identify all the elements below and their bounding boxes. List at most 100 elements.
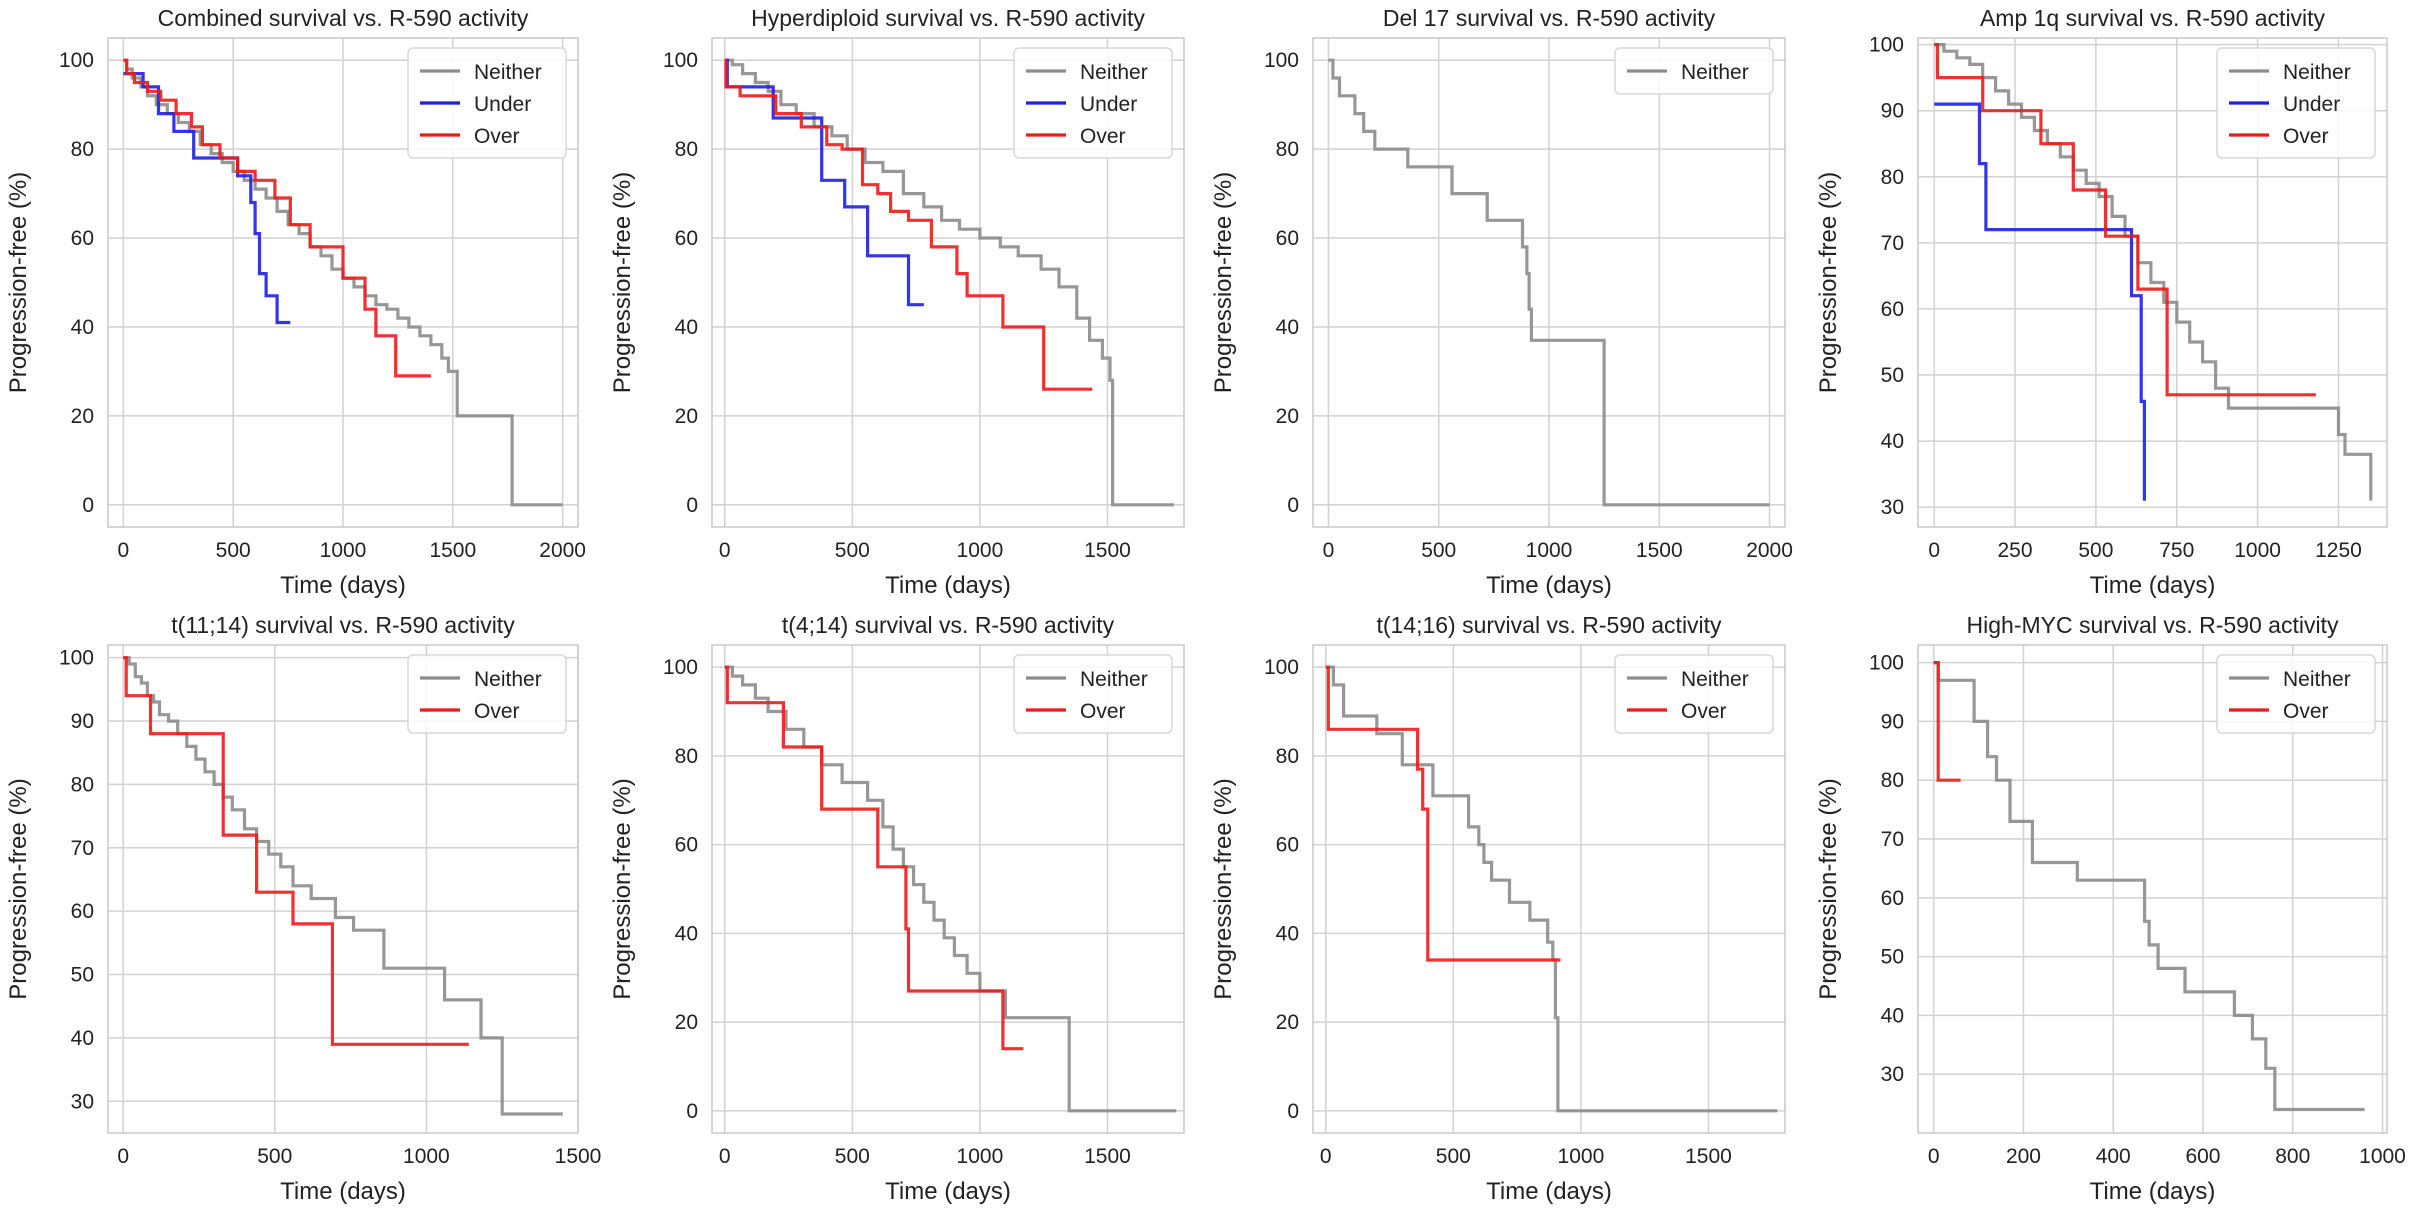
legend: Neither Over [2216,654,2376,734]
panel-7: 0 500 1000 1500 0 20 40 60 80 100 t(14;16) surviva… [1210,612,1786,1205]
y-axis-label: Progression-free (%) [1210,778,1237,999]
x-tick-label: 1000 [320,539,367,562]
x-tick-label: 2000 [539,539,586,562]
x-tick-label: 1500 [555,1145,602,1168]
x-tick-label: 0 [1320,1145,1332,1168]
x-tick-label: 500 [835,539,870,562]
y-tick-label: 90 [71,710,94,733]
x-axis-label: Time (days) [280,572,406,599]
legend-label-neither: Neither [1080,61,1148,84]
legend-box [2216,47,2376,159]
y-tick-label: 60 [71,900,94,923]
y-tick-label: 100 [663,656,698,679]
y-tick-label: 80 [1276,138,1299,161]
y-tick-label: 50 [71,964,94,987]
x-tick-label: 1000 [957,1145,1004,1168]
legend: Neither Under Over [407,47,567,159]
plot-frame [1917,644,2388,1134]
series-line-under [1934,102,2146,501]
y-tick-label: 0 [686,494,698,517]
y-tick-label: 80 [71,138,94,161]
series-line-neither [724,665,1177,1113]
panel-5: 0 500 1000 1500 30 40 50 60 70 80 90 100 t(11;14) su… [5,612,601,1205]
y-tick-label: 70 [71,837,94,860]
panel-6: 0 500 1000 1500 0 20 40 60 80 100 t(4;14) survival… [609,612,1185,1205]
legend-label-over: Over [2283,700,2329,723]
x-tick-label: 500 [1436,1145,1471,1168]
y-tick-label: 80 [71,773,94,796]
y-tick-label: 70 [1881,232,1904,255]
panel-1: 0 500 1000 1500 2000 0 20 40 60 80 100 Combined sur… [5,5,586,599]
y-tick-label: 90 [1881,710,1904,733]
y-axis-label: Progression-free (%) [5,172,32,393]
y-tick-label: 30 [71,1090,94,1113]
legend-label-over: Over [474,700,520,723]
series-line-over [724,58,1093,391]
y-tick-label: 20 [1276,1011,1299,1034]
y-tick-label: 70 [1881,828,1904,851]
legend-label-over: Over [474,125,520,148]
y-tick-label: 60 [675,227,698,250]
y-axis-label: Progression-free (%) [5,778,32,999]
y-tick-label: 20 [71,405,94,428]
y-tick-label: 100 [1869,652,1904,675]
x-tick-label: 1500 [1685,1145,1732,1168]
x-axis-label: Time (days) [1486,1178,1612,1205]
x-tick-label: 0 [719,1145,731,1168]
y-axis-label: Progression-free (%) [609,172,636,393]
legend: Neither Over [1614,654,1774,734]
legend-box [1614,654,1774,734]
y-tick-label: 80 [1881,166,1904,189]
y-tick-label: 100 [59,647,94,670]
y-axis-label: Progression-free (%) [1815,172,1842,393]
x-axis-label: Time (days) [2090,1178,2216,1205]
panel-4: 0 250 500 750 1000 1250 30 40 50 60 70 80 90 100 Amp 1… [1815,5,2388,599]
legend-box [2216,654,2376,734]
plot-frame [1312,644,1786,1134]
y-tick-label: 100 [1264,656,1299,679]
y-tick-label: 80 [675,138,698,161]
y-tick-label: 80 [1881,769,1904,792]
legend-box [407,47,567,159]
series-line-over [724,665,1024,1051]
y-tick-label: 20 [675,1011,698,1034]
y-tick-label: 60 [675,834,698,857]
panel-title: Combined survival vs. R-590 activity [158,5,529,31]
y-axis-label: Progression-free (%) [1210,172,1237,393]
legend: Neither [1614,47,1774,95]
y-tick-label: 40 [1276,316,1299,339]
y-tick-label: 60 [1881,887,1904,910]
legend: Neither Under Over [2216,47,2376,159]
legend-label-over: Over [1681,700,1727,723]
legend-label-neither: Neither [1681,668,1749,691]
legend-box [407,654,567,734]
y-tick-label: 80 [1276,745,1299,768]
x-tick-label: 1500 [1084,539,1131,562]
series-line-neither [1325,665,1778,1113]
x-tick-label: 800 [2275,1145,2310,1168]
y-tick-label: 40 [1881,430,1904,453]
x-tick-label: 600 [2185,1145,2220,1168]
x-tick-label: 750 [2159,539,2194,562]
x-tick-label: 1500 [1636,539,1683,562]
x-tick-label: 1000 [1558,1145,1605,1168]
y-tick-label: 100 [1264,49,1299,72]
y-tick-label: 100 [59,49,94,72]
y-tick-label: 40 [675,922,698,945]
y-tick-label: 40 [71,316,94,339]
legend-label-over: Over [1080,700,1126,723]
legend-label-neither: Neither [1080,668,1148,691]
legend-box [1614,47,1774,95]
series-line-over [1933,661,1961,782]
x-tick-label: 1000 [2359,1145,2406,1168]
x-tick-label: 2000 [1746,539,1793,562]
y-tick-label: 0 [686,1100,698,1123]
legend: Neither Over [407,654,567,734]
y-tick-label: 100 [663,49,698,72]
legend-label-over: Over [1080,125,1126,148]
y-tick-label: 50 [1881,364,1904,387]
panel-title: t(14;16) survival vs. R-590 activity [1376,612,1722,638]
plot-frame [711,37,1185,528]
y-tick-label: 20 [675,405,698,428]
